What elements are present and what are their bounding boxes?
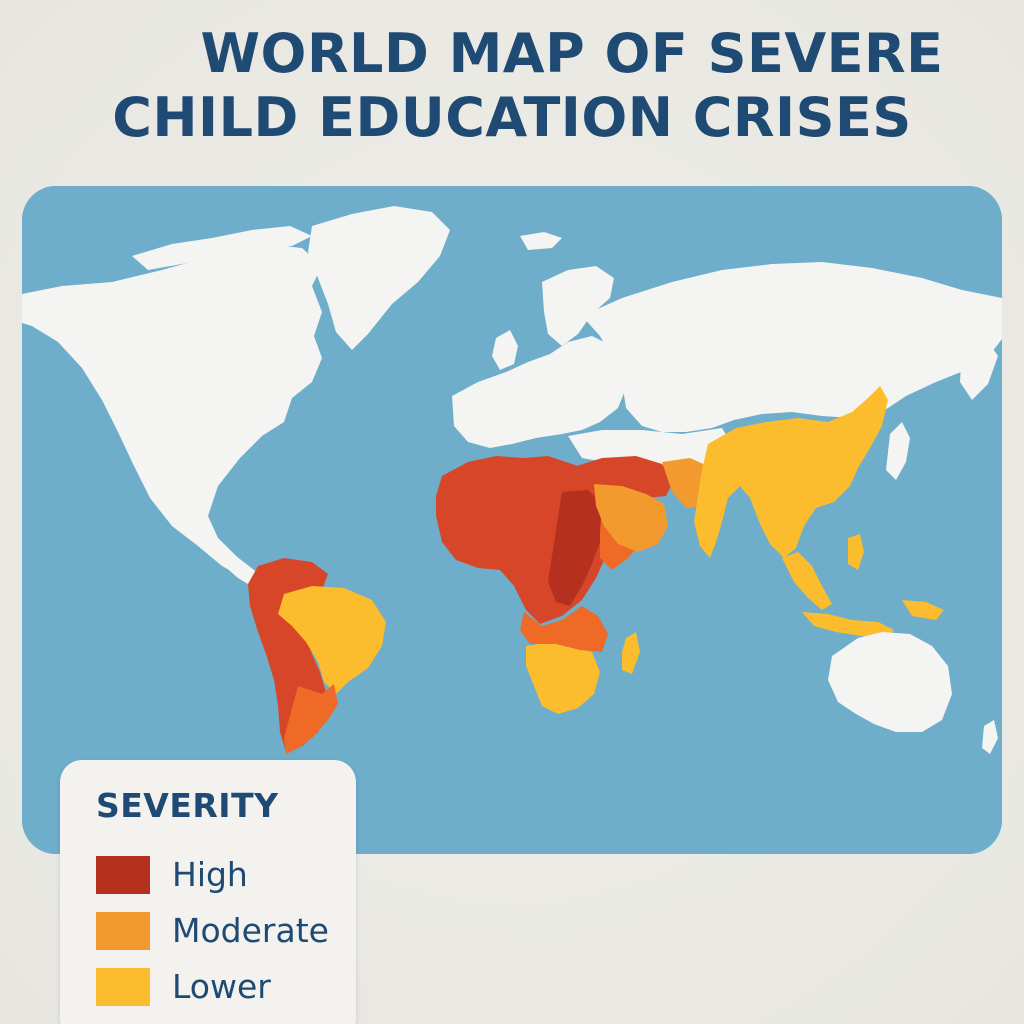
landmass-far-east xyxy=(960,336,998,400)
legend-title: SEVERITY xyxy=(96,786,279,825)
legend-item-moderate: Moderate xyxy=(96,912,346,952)
region-middle-east-high xyxy=(570,456,674,498)
legend-item-lower: Lower xyxy=(96,968,346,1008)
landmass-australia xyxy=(828,632,952,732)
landmass-arctic-islands xyxy=(132,226,312,270)
landmass-scandinavia xyxy=(542,266,614,346)
world-map xyxy=(22,186,1002,854)
legend-label-moderate: Moderate xyxy=(172,911,329,950)
region-southern-africa-lower xyxy=(526,642,600,714)
legend-swatch-moderate xyxy=(96,912,150,950)
landmass-north-america xyxy=(22,244,322,578)
region-new-guinea-lower xyxy=(902,600,944,620)
region-brazil-lower xyxy=(278,586,386,694)
landmass-greenland xyxy=(308,206,450,350)
map-panel xyxy=(22,186,1002,854)
severity-legend: SEVERITY High Moderate Lower xyxy=(60,760,356,1024)
legend-label-lower: Lower xyxy=(172,967,271,1006)
landmass-iceland xyxy=(520,232,562,250)
region-southern-cone-high xyxy=(284,684,338,754)
landmass-europe xyxy=(452,336,626,448)
legend-label-high: High xyxy=(172,855,248,894)
region-africa-central-high xyxy=(548,490,606,606)
legend-swatch-high xyxy=(96,856,150,894)
region-southeast-asia-lower xyxy=(782,552,832,610)
region-arabian-peninsula-moderate xyxy=(594,484,668,552)
title-line-2: CHILD EDUCATION CRISES xyxy=(112,86,912,149)
title-line-1: WORLD MAP OF SEVERE xyxy=(200,22,944,85)
region-africa-south-central-high xyxy=(520,606,608,652)
landmass-north-asia xyxy=(582,262,1002,432)
region-indonesia-lower xyxy=(802,612,894,638)
landmass-japan xyxy=(886,422,910,480)
region-madagascar-lower xyxy=(622,632,640,674)
legend-item-high: High xyxy=(96,856,346,896)
landmass-new-zealand xyxy=(982,720,998,754)
legend-swatch-lower xyxy=(96,968,150,1006)
region-philippines-lower xyxy=(848,534,864,570)
landmass-uk xyxy=(492,330,518,370)
region-asia-lower xyxy=(694,386,888,558)
map-title: WORLD MAP OF SEVERE CHILD EDUCATION CRIS… xyxy=(0,22,1024,150)
